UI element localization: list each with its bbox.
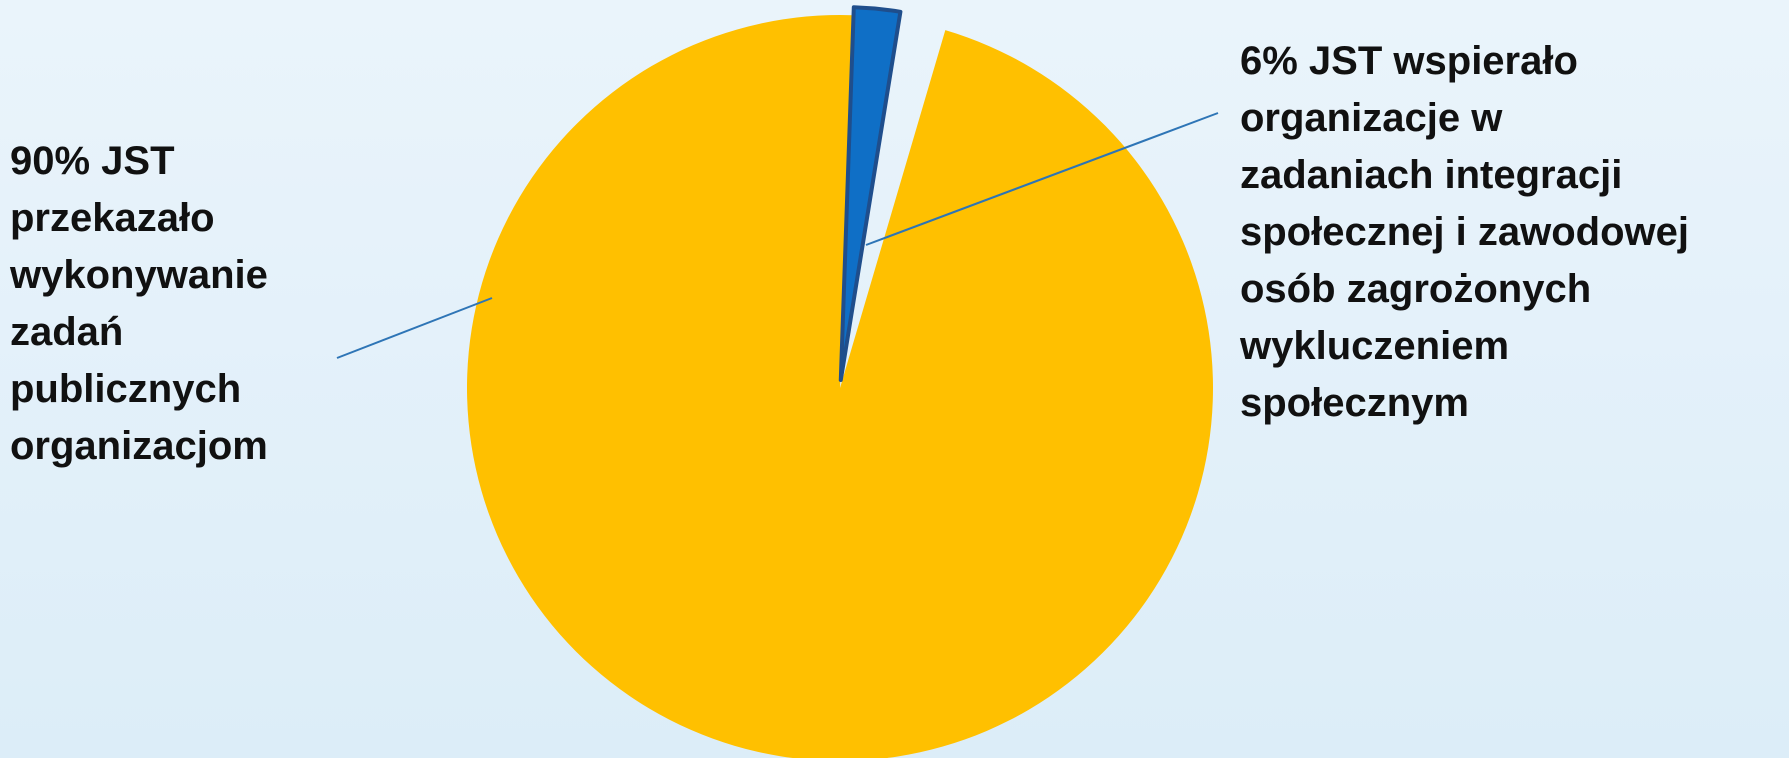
leader-line-left — [336, 297, 493, 359]
annotation-left: 90% JST przekazało wykonywanie zadań pub… — [10, 139, 268, 468]
annotation-right: 6% JST wspierało organizacje w zadaniach… — [1240, 39, 1689, 425]
blue-slice — [838, 5, 903, 383]
yellow-slice — [467, 15, 1213, 758]
leader-line-right — [865, 112, 1219, 246]
